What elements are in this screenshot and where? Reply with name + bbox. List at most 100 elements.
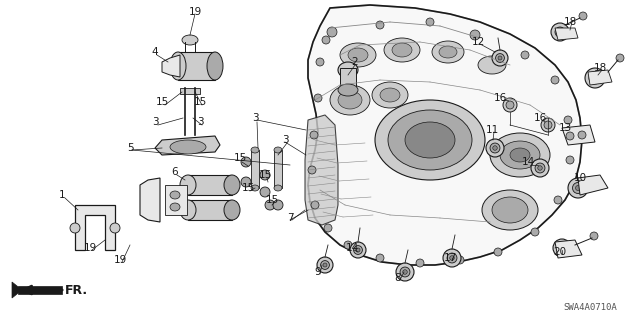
- Circle shape: [585, 68, 605, 88]
- Circle shape: [260, 187, 270, 197]
- Text: 18: 18: [563, 17, 577, 27]
- Circle shape: [450, 256, 454, 260]
- Circle shape: [558, 244, 566, 252]
- Text: 3: 3: [196, 117, 204, 127]
- Circle shape: [553, 239, 571, 257]
- Circle shape: [551, 23, 569, 41]
- Circle shape: [544, 121, 552, 129]
- Ellipse shape: [274, 185, 282, 191]
- Ellipse shape: [380, 88, 400, 102]
- Circle shape: [486, 139, 504, 157]
- Circle shape: [506, 101, 514, 109]
- Polygon shape: [555, 240, 582, 258]
- Text: 18: 18: [593, 63, 607, 73]
- Polygon shape: [188, 175, 232, 195]
- Ellipse shape: [490, 133, 550, 177]
- Polygon shape: [155, 136, 220, 155]
- Polygon shape: [578, 175, 608, 195]
- Text: 4: 4: [152, 47, 158, 57]
- Circle shape: [316, 58, 324, 66]
- Circle shape: [573, 182, 584, 194]
- Ellipse shape: [170, 140, 206, 154]
- Ellipse shape: [384, 38, 420, 62]
- Ellipse shape: [439, 46, 457, 58]
- Text: 6: 6: [172, 167, 179, 177]
- Ellipse shape: [482, 190, 538, 230]
- Circle shape: [470, 30, 480, 40]
- Text: 15: 15: [266, 195, 278, 205]
- Text: 7: 7: [287, 213, 293, 223]
- Circle shape: [314, 94, 322, 102]
- Polygon shape: [162, 55, 180, 77]
- Text: 9: 9: [315, 267, 321, 277]
- Circle shape: [503, 98, 517, 112]
- Ellipse shape: [340, 43, 376, 67]
- Bar: [165, 185, 187, 215]
- Polygon shape: [274, 150, 282, 188]
- Circle shape: [494, 248, 502, 256]
- Text: 11: 11: [485, 125, 499, 135]
- Polygon shape: [555, 28, 578, 40]
- Circle shape: [531, 228, 539, 236]
- Circle shape: [578, 131, 586, 139]
- Polygon shape: [188, 200, 232, 220]
- Circle shape: [350, 242, 366, 258]
- Ellipse shape: [251, 147, 259, 153]
- Circle shape: [541, 118, 555, 132]
- Circle shape: [260, 170, 270, 180]
- Ellipse shape: [432, 41, 464, 63]
- Circle shape: [265, 200, 275, 210]
- Text: 20: 20: [554, 247, 566, 257]
- Ellipse shape: [392, 43, 412, 57]
- Text: 1: 1: [59, 190, 65, 200]
- Ellipse shape: [338, 62, 358, 78]
- Circle shape: [566, 132, 574, 140]
- Circle shape: [327, 27, 337, 37]
- Circle shape: [317, 257, 333, 273]
- Ellipse shape: [338, 91, 362, 109]
- Circle shape: [400, 267, 410, 277]
- Circle shape: [70, 223, 80, 233]
- Text: 15: 15: [241, 183, 255, 193]
- Text: 3: 3: [282, 135, 288, 145]
- Ellipse shape: [170, 52, 186, 80]
- Ellipse shape: [251, 185, 259, 191]
- Circle shape: [616, 54, 624, 62]
- Ellipse shape: [224, 175, 240, 195]
- Circle shape: [566, 156, 574, 164]
- Text: 8: 8: [395, 273, 401, 283]
- Polygon shape: [305, 115, 338, 225]
- Text: 14: 14: [346, 243, 358, 253]
- Circle shape: [324, 224, 332, 232]
- Ellipse shape: [510, 148, 530, 162]
- Circle shape: [273, 200, 283, 210]
- Text: 16: 16: [493, 93, 507, 103]
- Polygon shape: [562, 125, 595, 145]
- Circle shape: [354, 246, 362, 254]
- Ellipse shape: [207, 52, 223, 80]
- Polygon shape: [75, 205, 115, 250]
- Ellipse shape: [330, 85, 370, 115]
- Text: 15: 15: [234, 153, 246, 163]
- Ellipse shape: [182, 35, 198, 45]
- Text: 14: 14: [522, 157, 534, 167]
- Circle shape: [356, 248, 360, 252]
- Circle shape: [344, 241, 352, 249]
- Circle shape: [531, 159, 549, 177]
- Circle shape: [241, 157, 251, 167]
- Text: 12: 12: [472, 37, 484, 47]
- Circle shape: [564, 116, 572, 124]
- Circle shape: [551, 76, 559, 84]
- Circle shape: [447, 253, 457, 263]
- Ellipse shape: [274, 147, 282, 153]
- Circle shape: [110, 223, 120, 233]
- Ellipse shape: [180, 175, 196, 195]
- Circle shape: [456, 256, 464, 264]
- Polygon shape: [340, 68, 356, 90]
- Polygon shape: [251, 150, 259, 188]
- Circle shape: [403, 270, 407, 274]
- Ellipse shape: [500, 141, 540, 169]
- Circle shape: [554, 196, 562, 204]
- Circle shape: [322, 36, 330, 44]
- Circle shape: [555, 27, 565, 37]
